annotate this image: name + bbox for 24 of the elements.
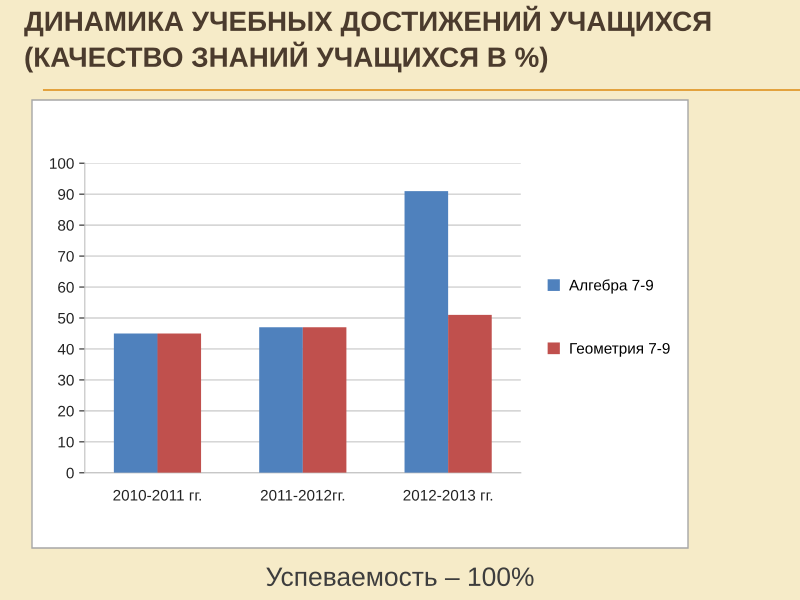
text: Успеваемость – 100% xyxy=(266,567,534,586)
legend-label: Алгебра 7-9 xyxy=(569,279,654,294)
y-tick-label: 60 xyxy=(58,282,74,293)
bar xyxy=(157,333,202,473)
chart-title: ДИНАМИКА УЧЕБНЫХ ДОСТИЖЕНИЙ УЧАЩИХСЯ (КАЧЕСТВО ЗНАНИЙ УЧАЩИХСЯ В %) xyxy=(24,6,710,73)
y-tick-label: 20 xyxy=(58,406,74,417)
bar xyxy=(114,333,158,473)
bar xyxy=(404,191,448,473)
y-tick-label: 80 xyxy=(58,220,74,231)
y-tick-label: 10 xyxy=(58,436,74,448)
y-tick-label: 30 xyxy=(58,374,74,386)
x-tick-label: 2012-2013 гг. xyxy=(403,490,492,501)
y-tick-label: 40 xyxy=(58,344,74,355)
y-tick-label: 90 xyxy=(58,189,74,200)
y-tick-label: 70 xyxy=(58,250,74,262)
x-tick-label: 2010-2011 гг. xyxy=(113,490,201,501)
y-tick-label: 0 xyxy=(66,468,74,478)
bar xyxy=(302,327,346,473)
x-tick-label: 2011-2012гг. xyxy=(260,490,344,501)
legend-label: Геометрия 7-9 xyxy=(570,342,670,357)
y-tick-label: 100 xyxy=(50,158,74,169)
bar xyxy=(259,327,303,473)
bar xyxy=(448,314,492,473)
y-tick-label: 50 xyxy=(58,312,74,324)
